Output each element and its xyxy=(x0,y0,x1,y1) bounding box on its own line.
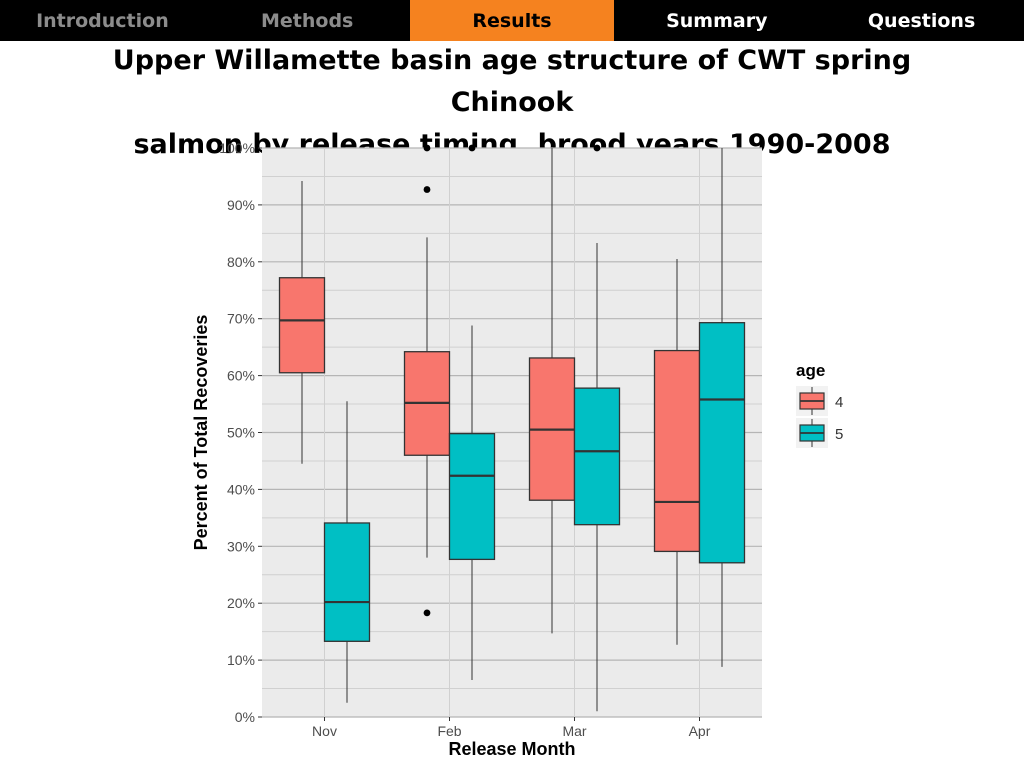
nav-tab-questions[interactable]: Questions xyxy=(867,9,976,32)
y-tick-label: 10% xyxy=(227,652,255,668)
section-nav-bar: Introduction Methods Results Summary Que… xyxy=(0,0,1024,41)
box xyxy=(573,387,621,526)
slide-title: Upper Willamette basin age structure of … xyxy=(62,40,962,166)
legend-label: 5 xyxy=(835,426,843,443)
slide-title-line-1: Upper Willamette basin age structure of … xyxy=(112,45,912,118)
y-tick-label: 70% xyxy=(227,311,255,327)
nav-tab-summary[interactable]: Summary xyxy=(666,9,768,32)
nav-tab-results[interactable]: Results xyxy=(409,0,615,41)
outlier-point xyxy=(468,144,476,152)
box xyxy=(698,322,746,564)
box-group xyxy=(323,401,371,703)
box xyxy=(448,432,496,561)
box-group xyxy=(528,148,576,634)
y-tick-label: 60% xyxy=(227,368,255,384)
legend-title: age xyxy=(796,361,825,380)
x-tick-label: Mar xyxy=(562,723,586,739)
box-group xyxy=(653,258,701,645)
legend-label: 4 xyxy=(835,394,843,411)
box-group xyxy=(698,148,746,667)
nav-tab-methods[interactable]: Methods xyxy=(261,9,354,32)
y-tick-label: 20% xyxy=(227,595,255,611)
y-tick-label: 40% xyxy=(227,481,255,497)
box-group xyxy=(278,181,326,464)
y-tick-label: 50% xyxy=(227,425,255,441)
box-group xyxy=(403,144,451,617)
x-tick-label: Nov xyxy=(312,723,337,739)
nav-tab-introduction[interactable]: Introduction xyxy=(36,9,169,32)
y-tick-label: 100% xyxy=(219,140,255,156)
y-tick-label: 30% xyxy=(227,538,255,554)
box-group xyxy=(573,144,621,712)
box xyxy=(278,277,326,374)
y-tick-label: 90% xyxy=(227,197,255,213)
x-axis-title: Release Month xyxy=(448,739,575,759)
x-tick-label: Apr xyxy=(689,723,711,739)
outlier-point xyxy=(593,144,601,152)
box-group xyxy=(448,144,496,681)
x-tick-label: Feb xyxy=(437,723,461,739)
y-axis-title: Percent of Total Recoveries xyxy=(191,315,211,551)
box xyxy=(653,349,701,553)
y-tick-label: 80% xyxy=(227,254,255,270)
outlier-point xyxy=(423,609,431,617)
box xyxy=(323,522,371,642)
outlier-point xyxy=(423,186,431,193)
y-tick-label: 0% xyxy=(235,709,255,725)
outlier-point xyxy=(423,144,431,152)
